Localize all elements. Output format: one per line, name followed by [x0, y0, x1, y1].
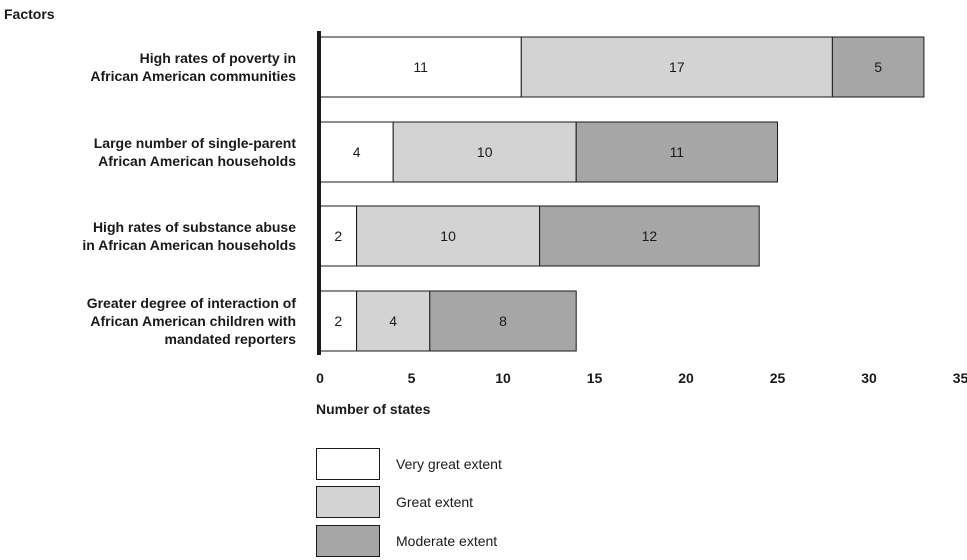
x-axis-title: Number of states [316, 401, 431, 417]
category-label: mandated reporters [165, 331, 297, 347]
data-label: 2 [334, 313, 342, 329]
category-label: High rates of substance abuse [93, 219, 296, 235]
category-label: Greater degree of interaction of [87, 295, 297, 311]
data-label: 5 [874, 59, 882, 75]
category-label: High rates of poverty in [140, 50, 296, 66]
axis-baseline [317, 31, 321, 355]
category-labels: High rates of poverty in African American… [82, 50, 296, 347]
legend-label: Very great extent [396, 456, 502, 472]
category-label: African American households [98, 153, 296, 169]
x-tick-label: 30 [861, 370, 877, 386]
legend: Very great extent Great extent Moderate ex… [316, 448, 502, 557]
data-label: 10 [477, 144, 493, 160]
data-label: 11 [670, 144, 685, 160]
x-tick-label: 15 [587, 370, 603, 386]
bar-segment [356, 205, 541, 267]
x-tick-label: 10 [495, 370, 511, 386]
bars-group: 11 17 5 4 10 11 2 10 12 2 4 8 [319, 36, 925, 352]
data-label: 4 [353, 144, 361, 160]
bar-segment [392, 121, 577, 183]
x-tick-label: 0 [316, 370, 324, 386]
legend-label: Great extent [396, 494, 473, 510]
x-tick-label: 25 [770, 370, 786, 386]
category-label: African American communities [90, 68, 296, 84]
legend-label: Moderate extent [396, 533, 497, 549]
legend-swatch [316, 525, 380, 557]
bar-segment [319, 36, 522, 98]
bar-segment [831, 36, 925, 98]
x-axis-ticks: 0 5 10 15 20 25 30 35 [316, 370, 967, 386]
bar-segment [319, 290, 358, 352]
data-label: 12 [642, 228, 658, 244]
bar-segment [575, 121, 779, 183]
bar-segment [319, 121, 394, 183]
bar-segment [319, 205, 358, 267]
bar-segment [429, 290, 577, 352]
bar-segment [539, 205, 760, 267]
data-label: 11 [413, 59, 428, 75]
data-label: 8 [499, 313, 507, 329]
y-axis-title: Factors [4, 6, 55, 22]
data-label: 17 [669, 59, 685, 75]
x-tick-label: 5 [408, 370, 416, 386]
data-label: 4 [389, 313, 397, 329]
x-tick-label: 35 [953, 370, 967, 386]
legend-swatch [316, 448, 380, 480]
category-label: in African American households [82, 237, 296, 253]
bar-segment [520, 36, 833, 98]
x-tick-label: 20 [678, 370, 694, 386]
legend-swatch [316, 486, 380, 518]
data-label: 2 [334, 228, 342, 244]
category-label: African American children with [90, 313, 296, 329]
data-label: 10 [440, 228, 456, 244]
category-label: Large number of single-parent [94, 135, 297, 151]
